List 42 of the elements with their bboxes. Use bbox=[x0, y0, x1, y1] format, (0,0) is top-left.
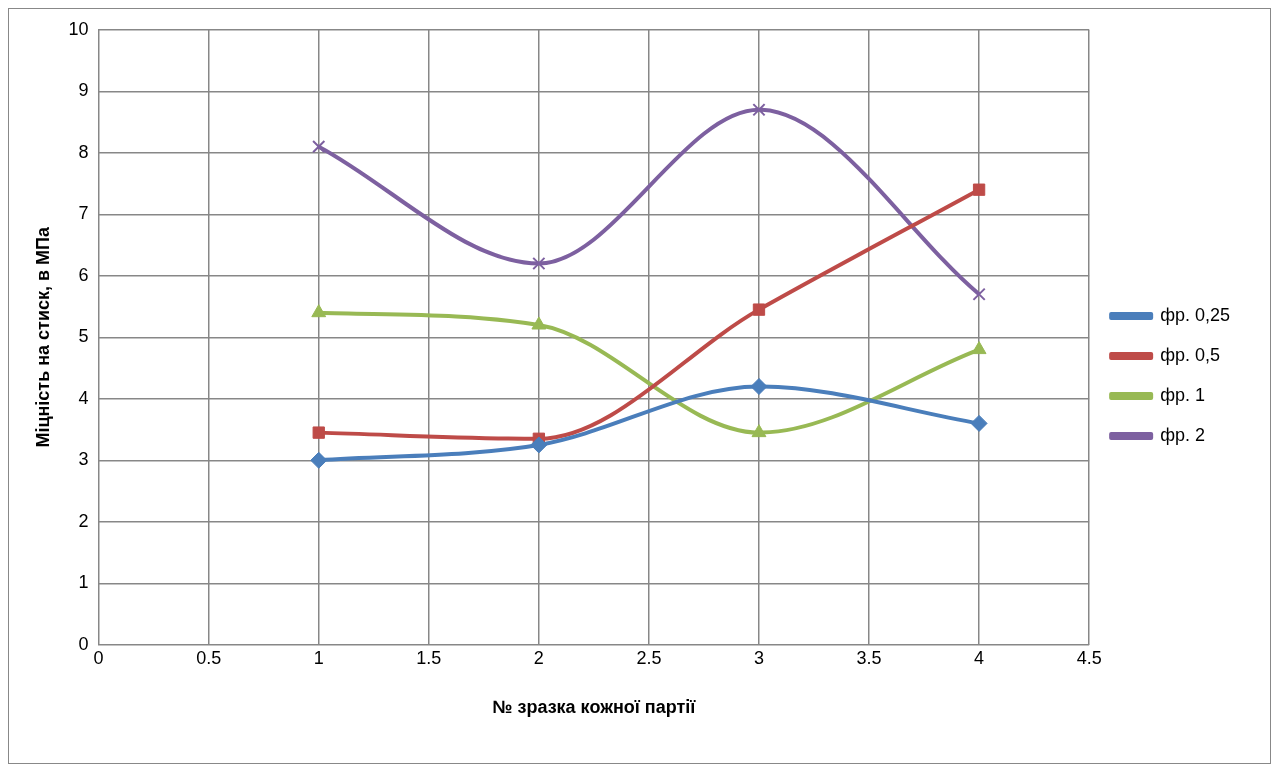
point bbox=[752, 303, 766, 316]
y-tick-label: 7 bbox=[78, 203, 89, 224]
y-tick-label: 5 bbox=[78, 326, 89, 347]
y-axis-title: Міцність на стиск, в МПа bbox=[32, 226, 53, 448]
point bbox=[311, 304, 327, 318]
point bbox=[532, 256, 546, 271]
x-tick-label: 2 bbox=[533, 647, 544, 668]
point bbox=[970, 414, 988, 432]
point bbox=[752, 103, 766, 117]
y-tick-label: 9 bbox=[78, 80, 89, 101]
point bbox=[312, 426, 325, 439]
x-axis-title: № зразка кожної партії bbox=[492, 697, 697, 718]
y-tick-label: 8 bbox=[78, 141, 89, 162]
x-tick-label: 1 bbox=[313, 647, 324, 668]
y-tick-label: 2 bbox=[78, 510, 89, 531]
y-tick-label: 10 bbox=[68, 18, 89, 39]
point bbox=[310, 451, 328, 469]
x-tick-label: 0 bbox=[93, 647, 104, 668]
x-tick-label: 2.5 bbox=[636, 647, 662, 668]
point bbox=[530, 436, 548, 454]
point bbox=[972, 287, 986, 301]
point bbox=[531, 316, 547, 330]
legend-label: фр. 0,5 bbox=[1160, 344, 1220, 365]
x-tick-label: 3 bbox=[753, 647, 764, 668]
y-tick-label: 4 bbox=[78, 387, 89, 408]
x-tick-label: 0.5 bbox=[196, 647, 222, 668]
legend-label: фр. 2 bbox=[1160, 424, 1205, 445]
y-tick-label: 3 bbox=[78, 449, 89, 470]
point bbox=[750, 378, 768, 395]
point bbox=[971, 341, 987, 355]
legend-label: фр. 1 bbox=[1160, 384, 1205, 405]
x-tick-label: 1.5 bbox=[416, 647, 442, 668]
y-tick-label: 1 bbox=[78, 572, 89, 593]
x-tick-label: 3.5 bbox=[856, 647, 882, 668]
y-tick-label: 0 bbox=[78, 633, 89, 654]
legend-label: фр. 0,25 bbox=[1160, 304, 1230, 325]
point bbox=[972, 183, 986, 196]
y-tick-label: 6 bbox=[78, 264, 89, 285]
x-tick-label: 4.5 bbox=[1076, 647, 1102, 668]
x-tick-label: 4 bbox=[974, 647, 985, 668]
point bbox=[751, 424, 767, 438]
point bbox=[312, 139, 326, 154]
